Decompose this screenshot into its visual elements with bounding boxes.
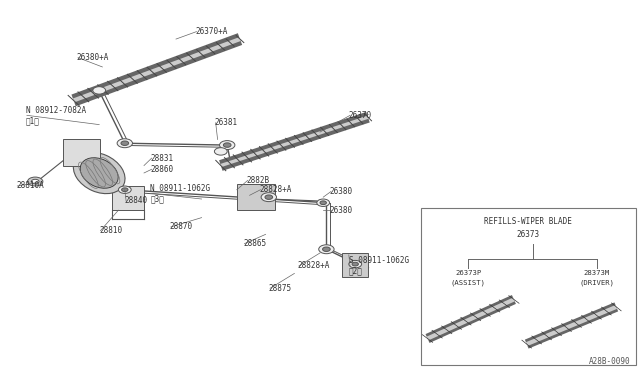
- Text: 2882B: 2882B: [246, 176, 269, 185]
- Text: (DRIVER): (DRIVER): [579, 279, 614, 286]
- Text: 26380: 26380: [330, 187, 353, 196]
- Text: 28865: 28865: [243, 239, 266, 248]
- Text: 26370+A: 26370+A: [195, 27, 228, 36]
- Text: 28828+A: 28828+A: [298, 262, 330, 270]
- Circle shape: [220, 141, 235, 150]
- Circle shape: [31, 179, 39, 184]
- Ellipse shape: [80, 158, 118, 188]
- FancyBboxPatch shape: [63, 139, 100, 166]
- Text: 28810: 28810: [99, 226, 122, 235]
- Text: S 08911-1062G
、2）: S 08911-1062G 、2）: [349, 256, 409, 276]
- Circle shape: [93, 87, 106, 94]
- Text: 26380+A: 26380+A: [77, 53, 109, 62]
- Text: 26370: 26370: [349, 111, 372, 120]
- Polygon shape: [112, 186, 144, 210]
- Text: 28875: 28875: [269, 284, 292, 293]
- Text: 28840: 28840: [125, 196, 148, 205]
- Text: 28810A: 28810A: [16, 182, 44, 190]
- Circle shape: [214, 148, 227, 155]
- Circle shape: [122, 188, 128, 192]
- Text: A28B-0090: A28B-0090: [589, 357, 630, 366]
- Polygon shape: [342, 253, 368, 277]
- Text: 26380: 26380: [330, 206, 353, 215]
- Circle shape: [349, 260, 362, 268]
- Text: N 08911-1062G
、3）: N 08911-1062G 、3）: [150, 184, 211, 203]
- Text: 28870: 28870: [170, 222, 193, 231]
- Circle shape: [118, 186, 131, 193]
- Ellipse shape: [74, 152, 125, 194]
- Text: 26381: 26381: [214, 118, 237, 127]
- FancyBboxPatch shape: [421, 208, 636, 365]
- Text: 28860: 28860: [150, 165, 173, 174]
- Circle shape: [320, 201, 326, 205]
- Text: (ASSIST): (ASSIST): [451, 279, 486, 286]
- Circle shape: [223, 143, 231, 147]
- Circle shape: [28, 177, 43, 186]
- Text: N 08912-7082A
、1）: N 08912-7082A 、1）: [26, 106, 86, 125]
- Text: REFILLS-WIPER BLADE: REFILLS-WIPER BLADE: [484, 217, 572, 226]
- Circle shape: [352, 262, 358, 266]
- Circle shape: [261, 193, 276, 202]
- Text: 28831: 28831: [150, 154, 173, 163]
- Text: 28828+A: 28828+A: [259, 185, 292, 194]
- Text: 26373: 26373: [516, 230, 540, 239]
- Text: 26373P: 26373P: [455, 270, 481, 276]
- Circle shape: [319, 245, 334, 254]
- Text: 28373M: 28373M: [584, 270, 610, 276]
- Polygon shape: [237, 184, 275, 210]
- Circle shape: [323, 247, 330, 251]
- Circle shape: [317, 199, 330, 206]
- Circle shape: [265, 195, 273, 199]
- Circle shape: [117, 139, 132, 148]
- Circle shape: [121, 141, 129, 145]
